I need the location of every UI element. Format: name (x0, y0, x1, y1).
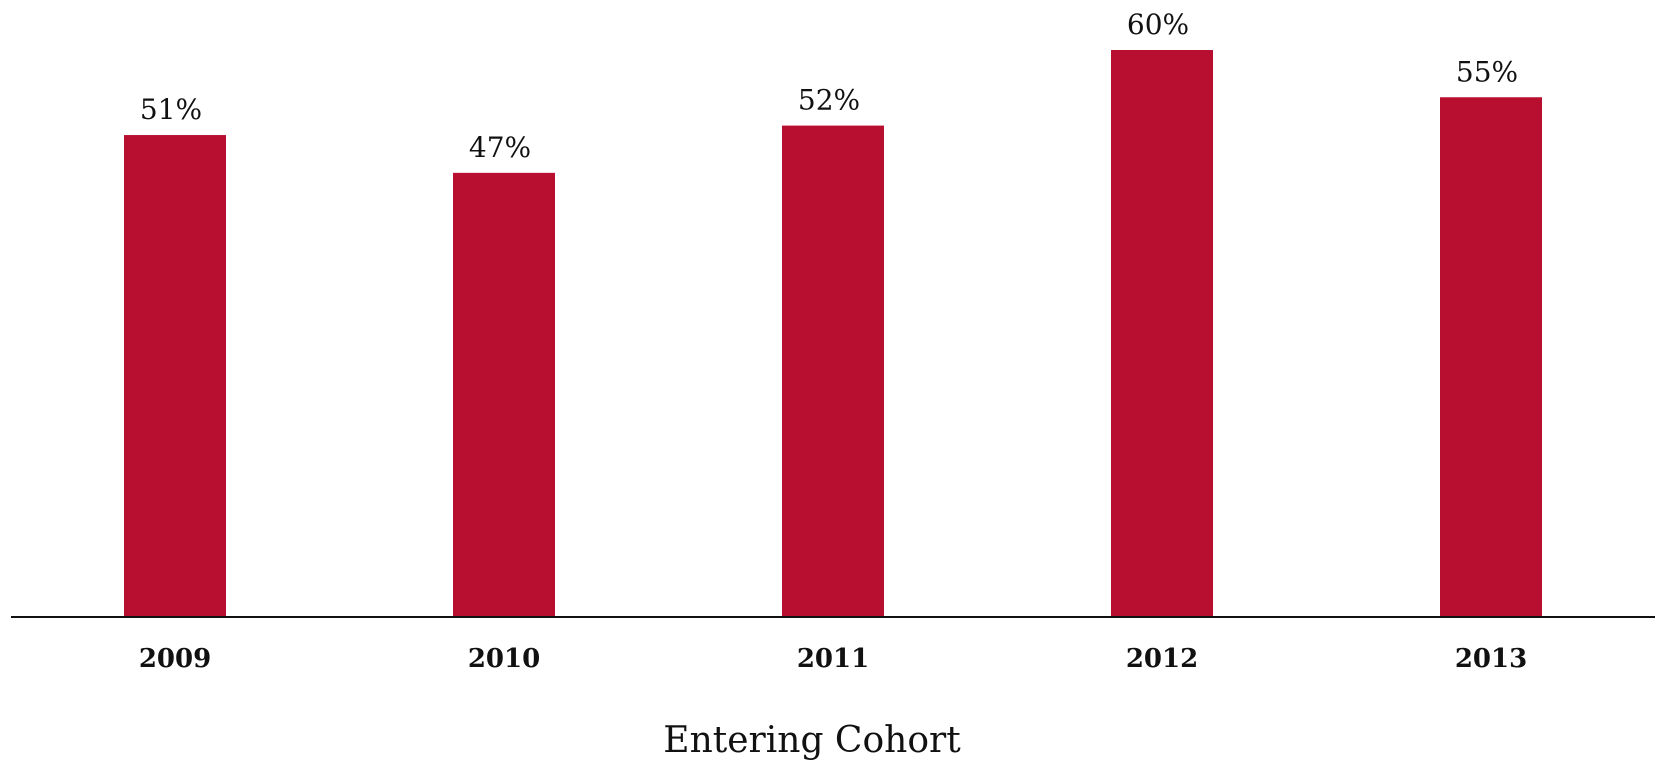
x-tick-label-2011: 2011 (797, 644, 869, 674)
bars-group (124, 50, 1542, 618)
bar-2010 (453, 172, 555, 617)
data-label-2010: 47% (469, 131, 531, 164)
x-tick-label-2009: 2009 (139, 644, 211, 674)
x-axis-title: Entering Cohort (663, 720, 961, 761)
bar-2009 (124, 135, 226, 618)
x-tick-label-2012: 2012 (1126, 644, 1198, 674)
x-tick-label-2013: 2013 (1455, 644, 1527, 674)
data-label-2012: 60% (1127, 8, 1189, 41)
data-label-2011: 52% (798, 84, 860, 117)
data-label-2009: 51% (140, 93, 202, 126)
data-label-2013: 55% (1456, 55, 1518, 88)
x-tick-label-2010: 2010 (468, 644, 540, 674)
x-tick-labels-group: 2009 2010 2011 2012 2013 (139, 644, 1527, 674)
value-labels-group: 51% 47% 52% 60% 55% (140, 8, 1518, 164)
bar-2013 (1440, 97, 1542, 617)
bar-2011 (782, 125, 884, 617)
bar-2012 (1111, 50, 1213, 617)
